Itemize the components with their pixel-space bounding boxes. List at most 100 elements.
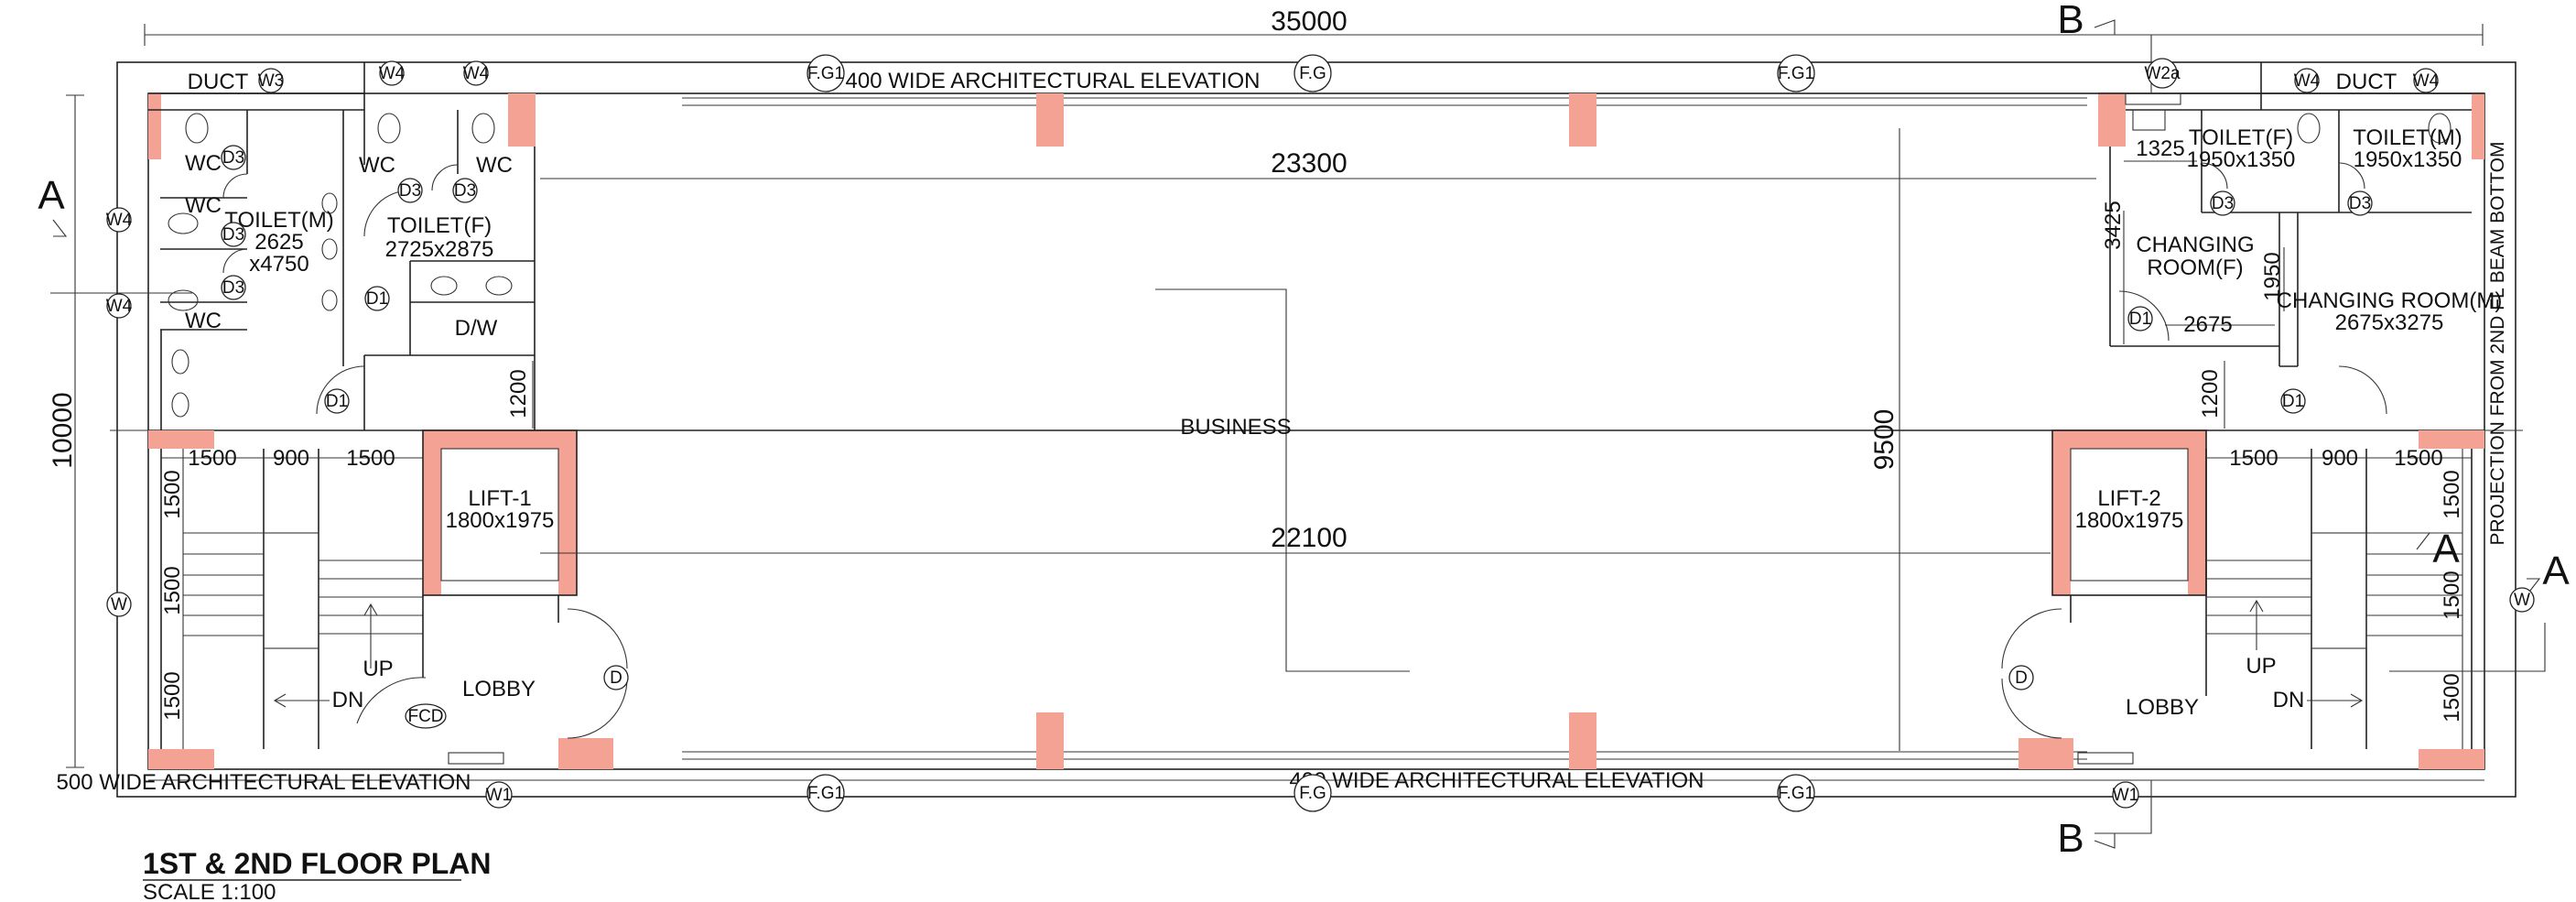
- room-toilet-f-right-dim: 1950x1350: [2187, 147, 2296, 172]
- room-lobby-right: LOBBY: [2126, 695, 2199, 720]
- dim-clear-height: 9500: [1869, 409, 1900, 471]
- room-wc-label: WC: [185, 309, 222, 333]
- stair-up-left: UP: [363, 657, 393, 681]
- room-changing-f-line1: CHANGING: [2136, 233, 2254, 257]
- room-toilet-m-left-dim1: 2625: [254, 230, 303, 255]
- svg-text:W: W: [2514, 591, 2530, 610]
- room-lift-2-name: LIFT-2: [2097, 486, 2160, 511]
- note-top-elevation: 400 WIDE ARCHITECTURAL ELEVATION: [846, 69, 1261, 93]
- glazing-tag-fg1: F.G1: [1777, 774, 1815, 812]
- door-tag-d3: D3: [397, 178, 423, 203]
- svg-text:FCD: FCD: [407, 707, 443, 726]
- dim-stair-right-v2: 1500: [2440, 571, 2464, 619]
- window-tag-w4: W4: [463, 60, 490, 86]
- dim-stair-left-v2: 1500: [160, 566, 185, 614]
- svg-text:W3: W3: [258, 71, 285, 91]
- section-mark-a-left: A: [38, 173, 65, 218]
- window-tag-w4: W4: [379, 60, 406, 86]
- svg-text:F.G: F.G: [1299, 784, 1326, 803]
- section-mark-a-right: A: [2542, 549, 2570, 593]
- note-right-projection: PROJECTION FROM 2ND FL BEAM BOTTOM: [2487, 141, 2508, 545]
- room-toilet-m-right-dim: 1950x1350: [2354, 147, 2462, 172]
- room-toilet-f-left-dim: 2725x2875: [385, 237, 494, 262]
- room-duct-left: DUCT: [188, 70, 249, 94]
- door-tag-w3: W3: [258, 68, 285, 93]
- dim-stair-right-3: 1500: [2394, 446, 2442, 471]
- door-tag-d3: D3: [452, 178, 478, 203]
- door-tag-d3: D3: [221, 275, 246, 300]
- window-tag-w: W: [106, 592, 132, 617]
- right-stair: [2205, 449, 2473, 749]
- room-business: BUSINESS: [1180, 415, 1291, 440]
- room-wc-label: WC: [185, 193, 222, 218]
- svg-text:D3: D3: [399, 181, 421, 201]
- glazing-tag-fg1: F.G1: [806, 774, 845, 812]
- svg-text:W4: W4: [106, 211, 133, 230]
- window-tag-w: W: [2509, 587, 2535, 613]
- dim-stair-right-1: 1500: [2229, 446, 2278, 471]
- section-line-center: [1155, 288, 1410, 672]
- room-toilet-m-left-dim2: x4750: [249, 252, 308, 277]
- note-bottom-left-elevation: 500 WIDE ARCHITECTURAL ELEVATION: [57, 770, 471, 795]
- svg-text:W: W: [111, 595, 127, 614]
- dim-stair-left-v3: 1500: [160, 671, 185, 720]
- room-wc-label: WC: [476, 153, 513, 178]
- dim-inner-span-top: 23300: [1271, 148, 1347, 179]
- dim-changing-3425: 3425: [2101, 201, 2126, 249]
- room-wc-label: WC: [359, 153, 395, 178]
- note-bottom-main-elevation: 400 WIDE ARCHITECTURAL ELEVATION: [1290, 768, 1705, 793]
- dim-stair-left-v1: 1500: [160, 470, 185, 518]
- column: [1036, 712, 1064, 769]
- column: [148, 93, 161, 159]
- dim-stair-left-1: 1500: [188, 446, 236, 471]
- svg-text:F.G: F.G: [1299, 64, 1326, 83]
- dim-changing-1325: 1325: [2136, 136, 2184, 161]
- window-tag-w4: W4: [2413, 68, 2440, 93]
- svg-text:D: D: [610, 668, 622, 688]
- dim-stair-right-2: 900: [2322, 446, 2358, 471]
- room-wc-label: WC: [185, 151, 222, 176]
- svg-text:W1: W1: [2113, 786, 2139, 805]
- room-lift-1-dim: 1800x1975: [446, 508, 555, 533]
- room-lift-1-name: LIFT-1: [468, 486, 531, 511]
- dim-changing-1950: 1950: [2260, 252, 2285, 300]
- left-stair: [160, 449, 423, 749]
- room-toilet-f-left-name: TOILET(F): [387, 213, 492, 238]
- column: [148, 749, 214, 769]
- dim-overall-width: 35000: [1271, 6, 1347, 37]
- svg-text:D3: D3: [2212, 194, 2234, 213]
- glazing-tag-fg: F.G: [1293, 774, 1332, 812]
- dim-changing-2675: 2675: [2183, 312, 2232, 337]
- svg-text:D3: D3: [222, 225, 244, 245]
- window-tag-w4: W4: [106, 293, 133, 319]
- door-tag-d3: D3: [2210, 190, 2235, 216]
- svg-text:W4: W4: [106, 297, 133, 316]
- door-tag-d1: D1: [324, 388, 350, 414]
- svg-text:W4: W4: [2294, 71, 2321, 91]
- svg-text:D1: D1: [2129, 310, 2151, 329]
- column: [1569, 712, 1596, 769]
- dim-lift-approach-left: 1200: [506, 369, 531, 418]
- svg-text:F.G1: F.G1: [1778, 784, 1814, 803]
- dim-stair-left-2: 900: [273, 446, 309, 471]
- room-toilet-m-right-name: TOILET(M): [2353, 125, 2462, 150]
- stair-dn-left: DN: [332, 688, 364, 712]
- door-tag-d: D: [603, 665, 629, 690]
- lobby-doors: [356, 595, 2072, 739]
- svg-text:F.G1: F.G1: [807, 784, 844, 803]
- column: [2019, 738, 2073, 769]
- window-tag-w1: W1: [2112, 781, 2139, 809]
- svg-text:W2a: W2a: [2144, 64, 2181, 83]
- dim-overall-depth: 10000: [48, 392, 78, 468]
- door-tag-d3: D3: [221, 145, 246, 170]
- drawing-title: 1ST & 2ND FLOOR PLAN: [143, 847, 491, 880]
- svg-text:W1: W1: [486, 786, 513, 805]
- column: [2419, 749, 2484, 769]
- column: [1569, 93, 1596, 147]
- door-tag-d3: D3: [2347, 190, 2373, 216]
- svg-text:D3: D3: [222, 148, 244, 168]
- room-changing-f-line2: ROOM(F): [2147, 255, 2243, 280]
- left-toilet-block: [148, 62, 536, 430]
- svg-text:D3: D3: [2349, 194, 2371, 213]
